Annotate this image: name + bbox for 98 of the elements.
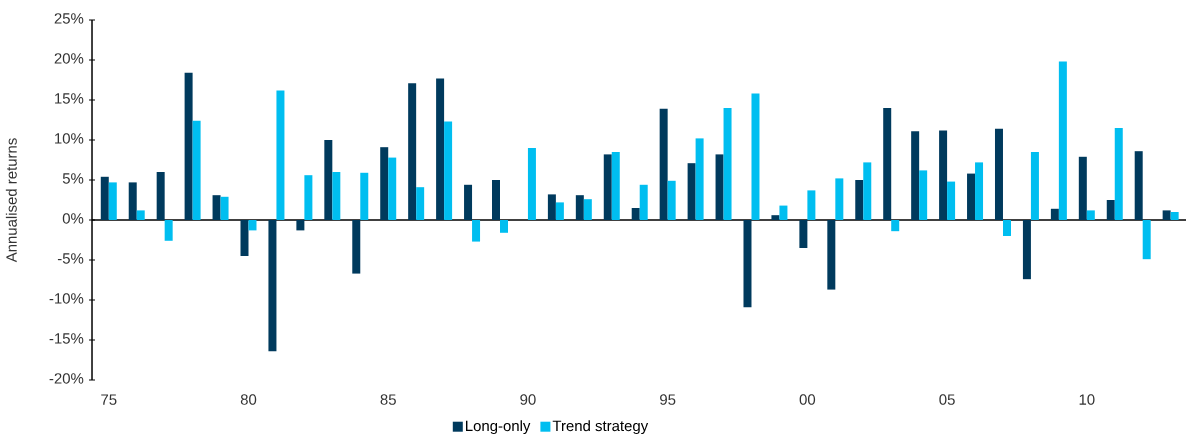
bar — [192, 120, 201, 220]
bar — [1162, 210, 1171, 220]
bar — [695, 138, 704, 220]
bar — [611, 151, 620, 220]
bar — [603, 154, 612, 220]
bar — [108, 182, 117, 220]
bar — [1170, 211, 1179, 220]
bar — [1134, 151, 1143, 220]
bar — [967, 173, 976, 220]
bar — [332, 171, 341, 220]
x-tick-label: 90 — [520, 394, 536, 405]
bar — [919, 170, 928, 220]
bar — [659, 108, 668, 220]
y-tick-label: 20% — [54, 53, 84, 64]
bar — [156, 171, 165, 220]
bar — [1114, 127, 1123, 220]
bar — [100, 176, 109, 220]
bar — [891, 219, 900, 232]
bar — [771, 215, 780, 220]
bar — [743, 219, 752, 308]
bar — [947, 181, 956, 220]
bar — [751, 93, 760, 220]
bar — [1058, 61, 1067, 220]
y-tick-label: 15% — [55, 93, 84, 104]
x-tick-label: 00 — [799, 394, 816, 405]
bar — [296, 219, 305, 231]
bar — [1078, 156, 1087, 220]
bar — [975, 162, 984, 220]
bar — [547, 194, 556, 220]
bar — [1030, 151, 1039, 220]
bar — [799, 219, 808, 248]
bar — [723, 107, 732, 220]
bar — [491, 179, 500, 220]
bar — [631, 207, 640, 220]
bar — [408, 83, 417, 220]
bar — [128, 182, 137, 220]
bar — [575, 195, 584, 220]
legend-label: Trend strategy — [552, 420, 649, 435]
bar — [472, 219, 481, 242]
bar — [807, 190, 816, 220]
x-tick-label: 10 — [1079, 394, 1095, 405]
x-tick-label: 80 — [240, 394, 257, 405]
bar — [939, 130, 948, 220]
y-tick-label: 25% — [54, 13, 84, 24]
bar — [276, 90, 285, 220]
x-tick-label: 05 — [939, 394, 955, 405]
legend-label: Long-only — [466, 420, 531, 435]
y-tick-label: -20% — [49, 373, 84, 384]
bar — [911, 131, 920, 220]
bar — [212, 195, 221, 220]
bar — [1142, 219, 1151, 260]
bar — [220, 196, 229, 220]
bar — [240, 219, 249, 256]
bar — [416, 187, 425, 220]
bar — [583, 199, 592, 220]
x-tick-label: 85 — [380, 394, 396, 405]
bar — [184, 72, 193, 220]
y-tick-label: -10% — [49, 293, 84, 304]
bar — [715, 154, 724, 220]
bar — [1022, 219, 1031, 280]
bar — [248, 219, 257, 231]
bar — [136, 210, 145, 220]
bar — [499, 219, 508, 233]
bar — [779, 205, 788, 220]
bar — [388, 157, 397, 220]
bar — [352, 219, 361, 274]
bar — [1106, 199, 1115, 220]
bar — [835, 178, 844, 220]
bar — [883, 107, 892, 220]
bar — [464, 184, 473, 220]
y-tick-label: -5% — [57, 253, 84, 264]
x-tick-label: 75 — [101, 394, 117, 405]
bar — [863, 162, 872, 220]
bar — [687, 163, 696, 220]
bar — [436, 78, 445, 220]
bar — [994, 128, 1003, 220]
y-tick-label: -15% — [49, 333, 84, 344]
bar — [324, 139, 333, 220]
bar — [667, 180, 676, 220]
bar — [555, 202, 564, 220]
bar — [1002, 219, 1011, 236]
bar — [639, 184, 648, 220]
bar — [1086, 210, 1095, 220]
bar — [444, 121, 453, 220]
bar — [855, 179, 864, 220]
bar — [164, 219, 173, 241]
x-tick-label: 95 — [660, 394, 676, 405]
bar — [827, 219, 836, 290]
y-tick-label: 5% — [62, 173, 84, 184]
y-tick-label: 10% — [55, 133, 84, 144]
y-axis-title: Annualised returns — [5, 138, 17, 263]
bar — [1050, 208, 1059, 220]
y-tick-label: 0% — [62, 213, 84, 224]
bar — [304, 175, 313, 220]
bar — [360, 172, 369, 220]
bar — [380, 147, 389, 220]
bar — [268, 219, 277, 352]
bar — [527, 147, 536, 220]
